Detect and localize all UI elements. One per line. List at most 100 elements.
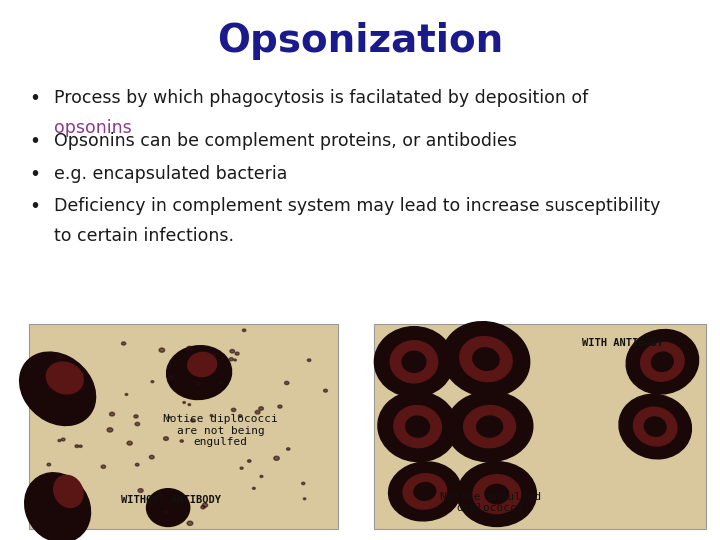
Ellipse shape	[202, 503, 207, 507]
Ellipse shape	[125, 394, 127, 395]
Ellipse shape	[248, 460, 251, 462]
Text: Notice engulfed
diplococci: Notice engulfed diplococci	[440, 492, 541, 514]
Ellipse shape	[230, 349, 235, 353]
Ellipse shape	[394, 406, 441, 448]
Ellipse shape	[168, 375, 174, 379]
Ellipse shape	[302, 482, 305, 484]
Ellipse shape	[260, 475, 263, 477]
Text: •: •	[29, 165, 40, 184]
Ellipse shape	[79, 445, 82, 448]
Ellipse shape	[403, 474, 446, 509]
Ellipse shape	[457, 462, 536, 526]
Text: Notice diplococci
are not being
engulfed: Notice diplococci are not being engulfed	[163, 414, 278, 447]
Ellipse shape	[307, 359, 311, 361]
Ellipse shape	[66, 497, 69, 500]
Text: Process by which phagocytosis is facilatated by deposition of: Process by which phagocytosis is facilat…	[54, 89, 588, 107]
Ellipse shape	[24, 473, 91, 540]
Ellipse shape	[19, 352, 96, 426]
Ellipse shape	[84, 371, 86, 373]
Ellipse shape	[287, 448, 290, 450]
Ellipse shape	[135, 422, 140, 426]
Ellipse shape	[197, 382, 201, 386]
FancyBboxPatch shape	[29, 324, 338, 529]
Ellipse shape	[46, 362, 84, 394]
Ellipse shape	[210, 415, 213, 416]
Ellipse shape	[485, 484, 509, 504]
Ellipse shape	[186, 346, 192, 350]
Ellipse shape	[163, 437, 168, 441]
Ellipse shape	[188, 353, 217, 376]
Ellipse shape	[258, 407, 264, 410]
Text: Opsonization: Opsonization	[217, 22, 503, 59]
Text: •: •	[29, 197, 40, 216]
Ellipse shape	[255, 410, 260, 414]
Ellipse shape	[274, 456, 279, 460]
Ellipse shape	[243, 329, 246, 332]
Ellipse shape	[149, 455, 154, 459]
Text: opsonins: opsonins	[54, 119, 132, 137]
Ellipse shape	[240, 467, 243, 469]
Ellipse shape	[477, 416, 503, 437]
FancyBboxPatch shape	[374, 324, 706, 529]
Ellipse shape	[652, 352, 673, 372]
Ellipse shape	[57, 355, 62, 359]
Ellipse shape	[180, 440, 184, 442]
Text: WITH ANTIBODY: WITH ANTIBODY	[582, 338, 663, 348]
Ellipse shape	[188, 404, 191, 406]
Ellipse shape	[253, 487, 256, 489]
Ellipse shape	[446, 392, 533, 462]
Ellipse shape	[107, 428, 113, 432]
Ellipse shape	[127, 441, 132, 445]
Ellipse shape	[135, 463, 139, 466]
Ellipse shape	[235, 352, 239, 355]
Ellipse shape	[183, 402, 186, 403]
Ellipse shape	[303, 498, 306, 500]
Ellipse shape	[402, 351, 426, 373]
Ellipse shape	[390, 341, 438, 383]
Ellipse shape	[464, 406, 516, 448]
Ellipse shape	[138, 489, 143, 492]
Ellipse shape	[323, 389, 328, 392]
Ellipse shape	[231, 408, 235, 411]
Ellipse shape	[641, 342, 684, 381]
Ellipse shape	[166, 346, 232, 400]
Text: WITHOUT ANTIBODY: WITHOUT ANTIBODY	[121, 496, 221, 505]
Ellipse shape	[122, 342, 126, 345]
Text: •: •	[29, 132, 40, 151]
Ellipse shape	[278, 405, 282, 408]
Ellipse shape	[47, 463, 50, 466]
Ellipse shape	[54, 475, 83, 508]
Ellipse shape	[374, 327, 454, 397]
Ellipse shape	[61, 438, 65, 441]
Ellipse shape	[134, 415, 138, 418]
Ellipse shape	[460, 336, 512, 382]
Ellipse shape	[238, 415, 242, 417]
Ellipse shape	[168, 416, 170, 419]
Ellipse shape	[210, 353, 216, 357]
Text: •: •	[29, 89, 40, 108]
Ellipse shape	[109, 412, 114, 416]
Ellipse shape	[75, 445, 78, 448]
Ellipse shape	[414, 483, 436, 500]
Ellipse shape	[234, 359, 236, 361]
Ellipse shape	[473, 348, 499, 370]
Text: to certain infections.: to certain infections.	[54, 227, 234, 245]
Ellipse shape	[442, 322, 530, 396]
Ellipse shape	[644, 417, 666, 436]
Ellipse shape	[79, 387, 83, 390]
Ellipse shape	[201, 505, 205, 509]
Ellipse shape	[634, 407, 677, 446]
Text: e.g. encapsulated bacteria: e.g. encapsulated bacteria	[54, 165, 287, 183]
Ellipse shape	[102, 465, 106, 468]
Ellipse shape	[626, 329, 698, 394]
Ellipse shape	[48, 384, 53, 388]
Ellipse shape	[405, 416, 430, 437]
Ellipse shape	[378, 392, 457, 462]
Text: Deficiency in complement system may lead to increase susceptibility: Deficiency in complement system may lead…	[54, 197, 660, 215]
Ellipse shape	[284, 381, 289, 384]
Ellipse shape	[191, 418, 195, 422]
Ellipse shape	[159, 348, 165, 352]
Ellipse shape	[473, 475, 521, 514]
Ellipse shape	[389, 462, 461, 521]
Ellipse shape	[151, 381, 154, 383]
